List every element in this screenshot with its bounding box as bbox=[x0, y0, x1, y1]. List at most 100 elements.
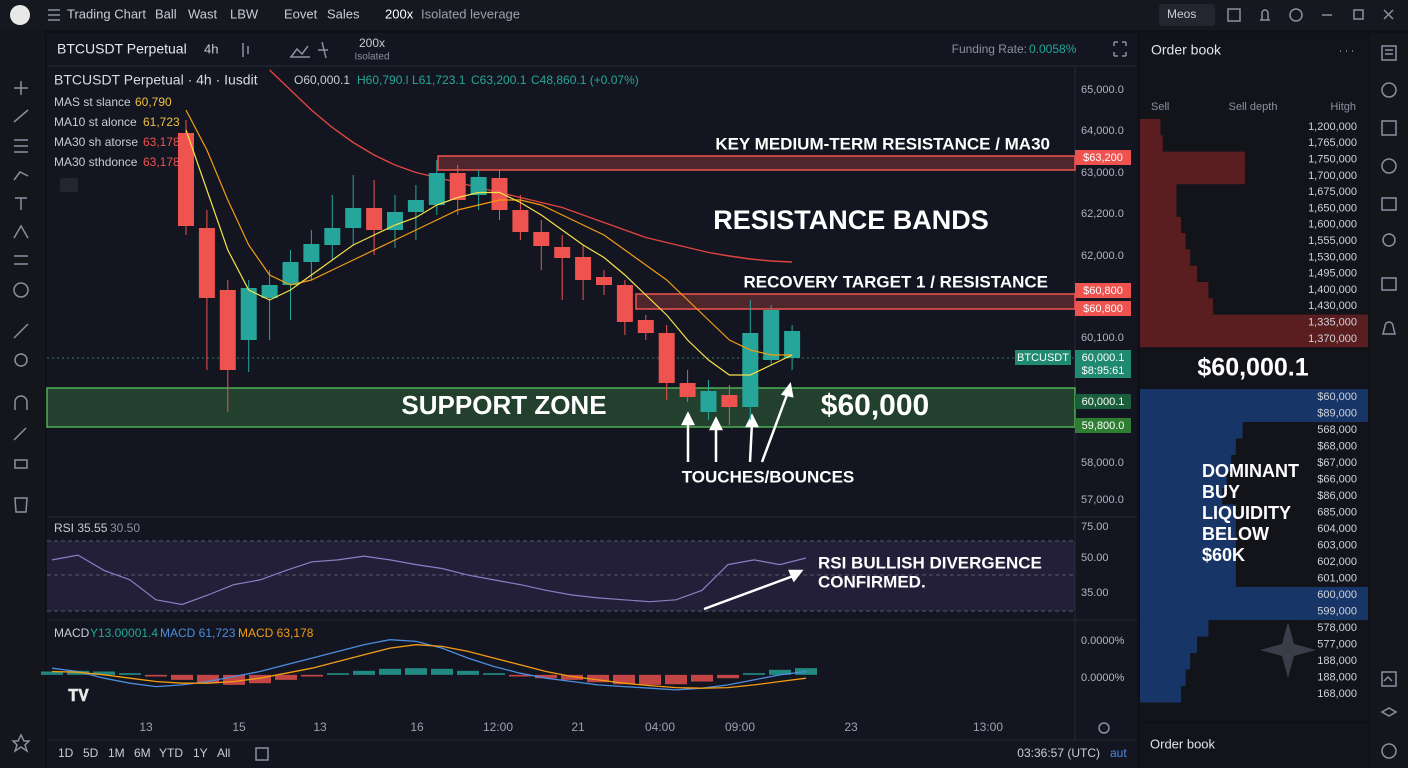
time-axis-label: 13 bbox=[139, 720, 153, 734]
bid-row: $89,000 bbox=[1317, 407, 1357, 419]
menu-item[interactable]: Eovet bbox=[284, 6, 318, 21]
candle-body bbox=[658, 333, 675, 383]
interval[interactable]: 4h bbox=[204, 41, 218, 56]
candle-body bbox=[700, 391, 717, 412]
chart-tools[interactable] bbox=[242, 41, 328, 59]
ask-depth bbox=[1140, 216, 1182, 234]
ask-depth bbox=[1140, 330, 1368, 348]
timeframe-button[interactable]: 1Y bbox=[193, 746, 208, 760]
bid-row: $66,000 bbox=[1317, 473, 1357, 485]
timeframe-button[interactable]: 5D bbox=[83, 746, 99, 760]
ask-depth bbox=[1140, 200, 1177, 217]
orderbook-column: Sell depth bbox=[1229, 101, 1278, 113]
user-button[interactable] bbox=[1159, 4, 1215, 26]
annotation: DOMINANT bbox=[1202, 461, 1299, 481]
logo[interactable] bbox=[10, 5, 30, 25]
price-tag-label: 60,000.1 bbox=[1082, 396, 1125, 408]
legend-title: BTCUSDT Perpetual · 4h · Iusdit bbox=[54, 72, 258, 88]
margin: Isolated bbox=[354, 52, 389, 63]
candle-body bbox=[596, 277, 612, 285]
header-icons[interactable] bbox=[1227, 8, 1270, 22]
rsi-line bbox=[51, 554, 807, 606]
orderbook-column: Hitgh bbox=[1330, 101, 1356, 113]
orderbook-column: Sell bbox=[1151, 101, 1169, 113]
annotation: BELOW bbox=[1202, 524, 1269, 544]
ma-name: MAS st slance bbox=[54, 95, 131, 109]
calendar-icon[interactable] bbox=[255, 747, 269, 761]
candle-body bbox=[240, 288, 257, 340]
bid-row: 603,000 bbox=[1317, 539, 1357, 551]
symbol[interactable]: BTCUSDT Perpetual bbox=[57, 41, 187, 57]
ask-row: 1,700,000 bbox=[1308, 170, 1357, 182]
candle-body bbox=[575, 257, 592, 280]
ask-depth bbox=[1140, 151, 1245, 168]
ask-depth bbox=[1140, 233, 1186, 250]
price-tag bbox=[1075, 283, 1131, 298]
candle-body bbox=[721, 395, 738, 407]
price-tag bbox=[1075, 301, 1131, 316]
menu-item[interactable]: Wast bbox=[188, 6, 218, 21]
menu-item[interactable]: LBW bbox=[230, 6, 259, 21]
price-tag-label: 60,000.1 bbox=[1082, 352, 1125, 364]
candle-body bbox=[784, 331, 801, 358]
timeframe-button[interactable]: YTD bbox=[159, 746, 183, 760]
candle-body bbox=[261, 285, 278, 298]
menu-item[interactable]: Ball bbox=[155, 6, 177, 21]
bid-depth bbox=[1140, 570, 1236, 587]
leverage: 200x bbox=[359, 36, 385, 50]
right-toolbar bbox=[1370, 33, 1408, 768]
macd-line bbox=[51, 639, 807, 691]
macd-value: Y13.00001.4 bbox=[90, 626, 158, 640]
ask-row: 1,650,000 bbox=[1308, 202, 1357, 214]
macd-bar bbox=[691, 674, 713, 682]
timeframe-button[interactable]: All bbox=[217, 746, 230, 760]
settings-icon[interactable] bbox=[1098, 722, 1110, 734]
macd-bar bbox=[197, 674, 219, 684]
candle-body bbox=[512, 210, 529, 232]
orderbook-footer[interactable]: Order book bbox=[1150, 736, 1216, 751]
candle-body bbox=[491, 178, 508, 210]
window-controls[interactable] bbox=[1322, 9, 1394, 20]
funding-label: Funding Rate: bbox=[952, 42, 1027, 56]
menu-icon[interactable] bbox=[48, 9, 60, 21]
bid-depth bbox=[1140, 653, 1191, 670]
time-axis-label: 13 bbox=[313, 720, 327, 734]
user-name[interactable]: Meos bbox=[1167, 7, 1196, 21]
ask-depth bbox=[1140, 265, 1197, 282]
ma-name: MA10 st alonce bbox=[54, 115, 137, 129]
fullscreen-icon[interactable] bbox=[1113, 41, 1127, 57]
bid-depth bbox=[1140, 471, 1227, 488]
timeframe-button[interactable]: 1M bbox=[108, 746, 125, 760]
macd-bar bbox=[665, 674, 687, 685]
menu-item[interactable]: Sales bbox=[327, 6, 360, 21]
bid-row: 601,000 bbox=[1317, 572, 1357, 584]
ask-row: 1,600,000 bbox=[1308, 219, 1357, 231]
rsi-value: 30.50 bbox=[110, 521, 140, 535]
margin-mode: Isolated leverage bbox=[421, 6, 520, 21]
bid-depth bbox=[1140, 554, 1236, 571]
ask-depth bbox=[1140, 184, 1177, 201]
price-axis-label: 58,000.0 bbox=[1081, 457, 1124, 469]
signal-line bbox=[51, 644, 807, 689]
rsi-label: RSI 35.55 bbox=[54, 521, 108, 535]
ask-depth bbox=[1140, 249, 1191, 266]
timeframe-button[interactable]: 6M bbox=[134, 746, 151, 760]
candle-body bbox=[679, 383, 696, 397]
bid-depth bbox=[1140, 603, 1368, 620]
price-tag bbox=[1075, 363, 1131, 378]
leverage: 200x bbox=[385, 6, 414, 21]
annotation: KEY MEDIUM-TERM RESISTANCE / MA30 bbox=[715, 134, 1050, 153]
ma-value: 63,178 bbox=[143, 155, 180, 169]
annotation: RECOVERY TARGET 1 / RESISTANCE bbox=[744, 272, 1048, 291]
settings-icon[interactable] bbox=[1289, 8, 1303, 22]
timeframe-button[interactable]: 1D bbox=[58, 746, 74, 760]
candle-body bbox=[616, 285, 633, 322]
rsi-axis-label: 35.00 bbox=[1081, 587, 1109, 599]
ask-depth bbox=[1140, 119, 1161, 136]
candle-body bbox=[470, 177, 487, 195]
ask-row: 1,530,000 bbox=[1308, 251, 1357, 263]
auto-scale[interactable]: aut bbox=[1110, 746, 1127, 760]
collapse-button[interactable] bbox=[60, 178, 78, 192]
ma-value: 63,178 bbox=[143, 135, 180, 149]
macd-slow: MACD 63,178 bbox=[238, 626, 314, 640]
